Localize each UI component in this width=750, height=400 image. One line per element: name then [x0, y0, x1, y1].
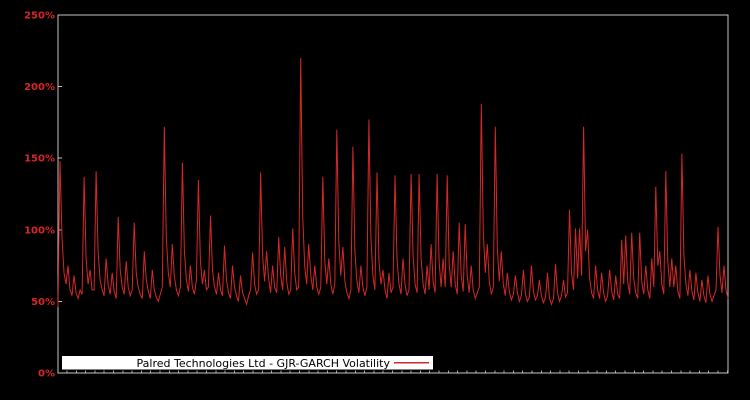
y-tick-label: 150% [24, 154, 55, 165]
y-tick-label: 250% [24, 11, 55, 22]
plot-frame [57, 14, 729, 374]
y-axis-labels: 250% 200% 150% 100% 50% 0% [24, 11, 55, 380]
y-tick-marks [58, 14, 62, 374]
y-tick-label: 200% [24, 82, 55, 93]
y-tick-label: 0% [38, 369, 55, 380]
legend-label: Palred Technologies Ltd - GJR-GARCH Vola… [137, 357, 391, 370]
legend-box [62, 356, 433, 370]
x-minor-ticks [66, 370, 728, 373]
volatility-line [57, 57, 729, 308]
y-tick-label: 50% [31, 297, 55, 308]
legend: Palred Technologies Ltd - GJR-GARCH Vola… [62, 356, 433, 370]
y-tick-label: 100% [24, 225, 55, 236]
